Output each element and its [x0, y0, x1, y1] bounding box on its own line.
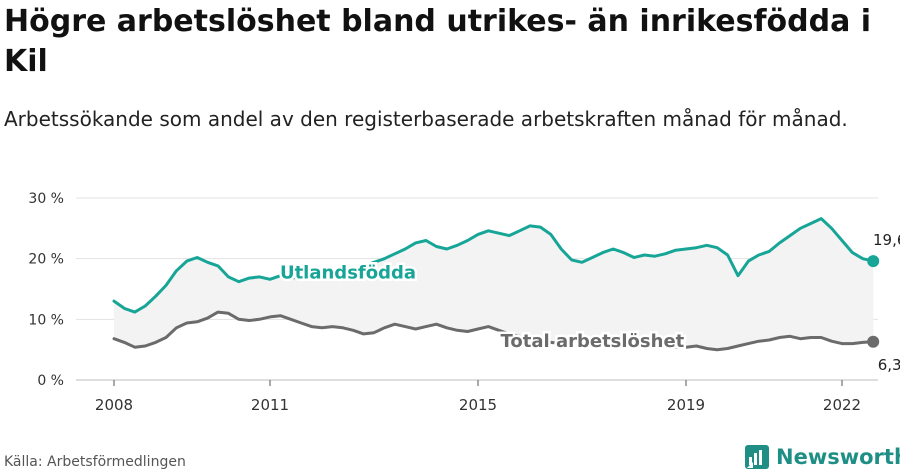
x-axis: 2008 2011 2015 2019 2022: [95, 380, 861, 414]
x-tick-label: 2015: [459, 396, 497, 414]
series-labels: 19,6 % Utlandsfödda 6,3 % Total arbetslöshe…: [277, 231, 900, 374]
brand-name: Newsworthy: [776, 445, 900, 469]
x-tick-label: 2011: [251, 396, 289, 414]
x-tick-label: 2019: [667, 396, 705, 414]
series-name-label-total: Total arbetslöshet: [501, 331, 685, 352]
end-value-label-utlandsfodda: 19,6 %: [873, 231, 900, 249]
series-lines: [112, 217, 880, 352]
chart-subtitle: Arbetssökande som andel av den registerb…: [4, 107, 848, 131]
chart-title: Högre arbetslöshet bland utrikes- än inr…: [4, 4, 872, 79]
x-tick-label: 2022: [823, 396, 861, 414]
series-line-utlandsfodda: [112, 217, 875, 314]
x-tick-label: 2008: [95, 396, 133, 414]
end-value-label-total: 6,3 %: [878, 356, 900, 374]
y-tick-label: 30 %: [28, 191, 64, 207]
brand-logo: Newsworthy: [744, 442, 900, 472]
y-tick-label: 0 %: [37, 373, 64, 389]
y-tick-label: 10 %: [28, 312, 64, 328]
gap-band: [114, 218, 874, 350]
newsworthy-logo-icon: [745, 445, 769, 469]
series-end-point-utlandsfodda: [867, 255, 880, 268]
series-end-point-total: [867, 335, 880, 348]
series-name-label-utlandsfodda: Utlandsfödda: [280, 262, 416, 283]
source-note: Källa: Arbetsförmedlingen: [4, 454, 186, 470]
y-tick-label: 20 %: [28, 252, 64, 268]
y-axis: 0 % 10 % 20 % 30 %: [28, 191, 64, 389]
series-line-total: [112, 310, 875, 352]
